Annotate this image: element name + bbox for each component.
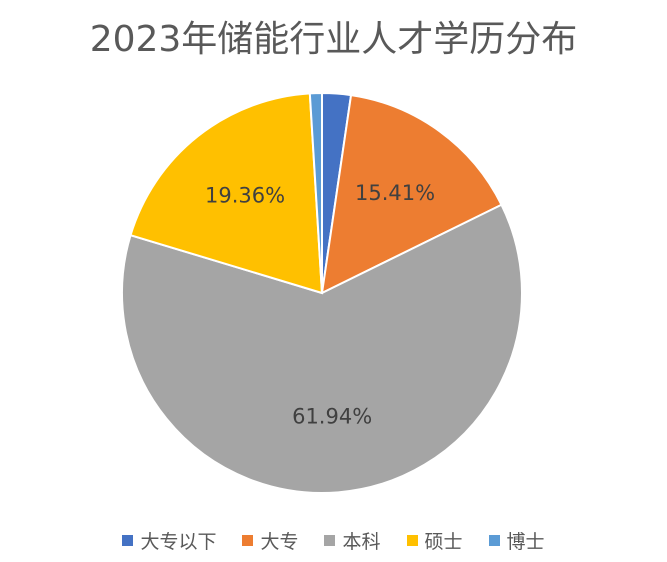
pie-slice-5: [308, 91, 323, 294]
legend-label: 博士: [506, 531, 545, 553]
legend-item-2: 大专: [242, 527, 298, 554]
legend-swatch: [242, 535, 254, 546]
data-label-4: 19.36%: [205, 184, 285, 208]
legend-swatch: [488, 535, 500, 546]
legend-swatch: [122, 535, 134, 546]
legend-swatch: [324, 535, 336, 546]
data-label-3: 61.94%: [292, 405, 372, 429]
chart-title: 2023年储能行业人才学历分布: [89, 19, 578, 60]
pie-slice-4: [129, 92, 324, 295]
legend-item-5: 博士: [488, 527, 545, 554]
legend-label: 大专以下: [140, 531, 217, 553]
pie-slice-3: [121, 203, 523, 494]
legend-item-3: 本科: [324, 527, 381, 554]
legend-swatch: [406, 535, 418, 546]
legend-label: 硕士: [424, 531, 463, 553]
legend: 大专以下 大专 本科 硕士 博士: [0, 527, 667, 554]
legend-label: 大专: [260, 531, 299, 553]
legend-item-4: 硕士: [406, 527, 463, 554]
legend-label: 本科: [342, 531, 381, 553]
pie-slice-2: [320, 93, 503, 295]
legend-item-1: 大专以下: [122, 527, 216, 554]
data-label-2: 15.41%: [355, 181, 435, 205]
